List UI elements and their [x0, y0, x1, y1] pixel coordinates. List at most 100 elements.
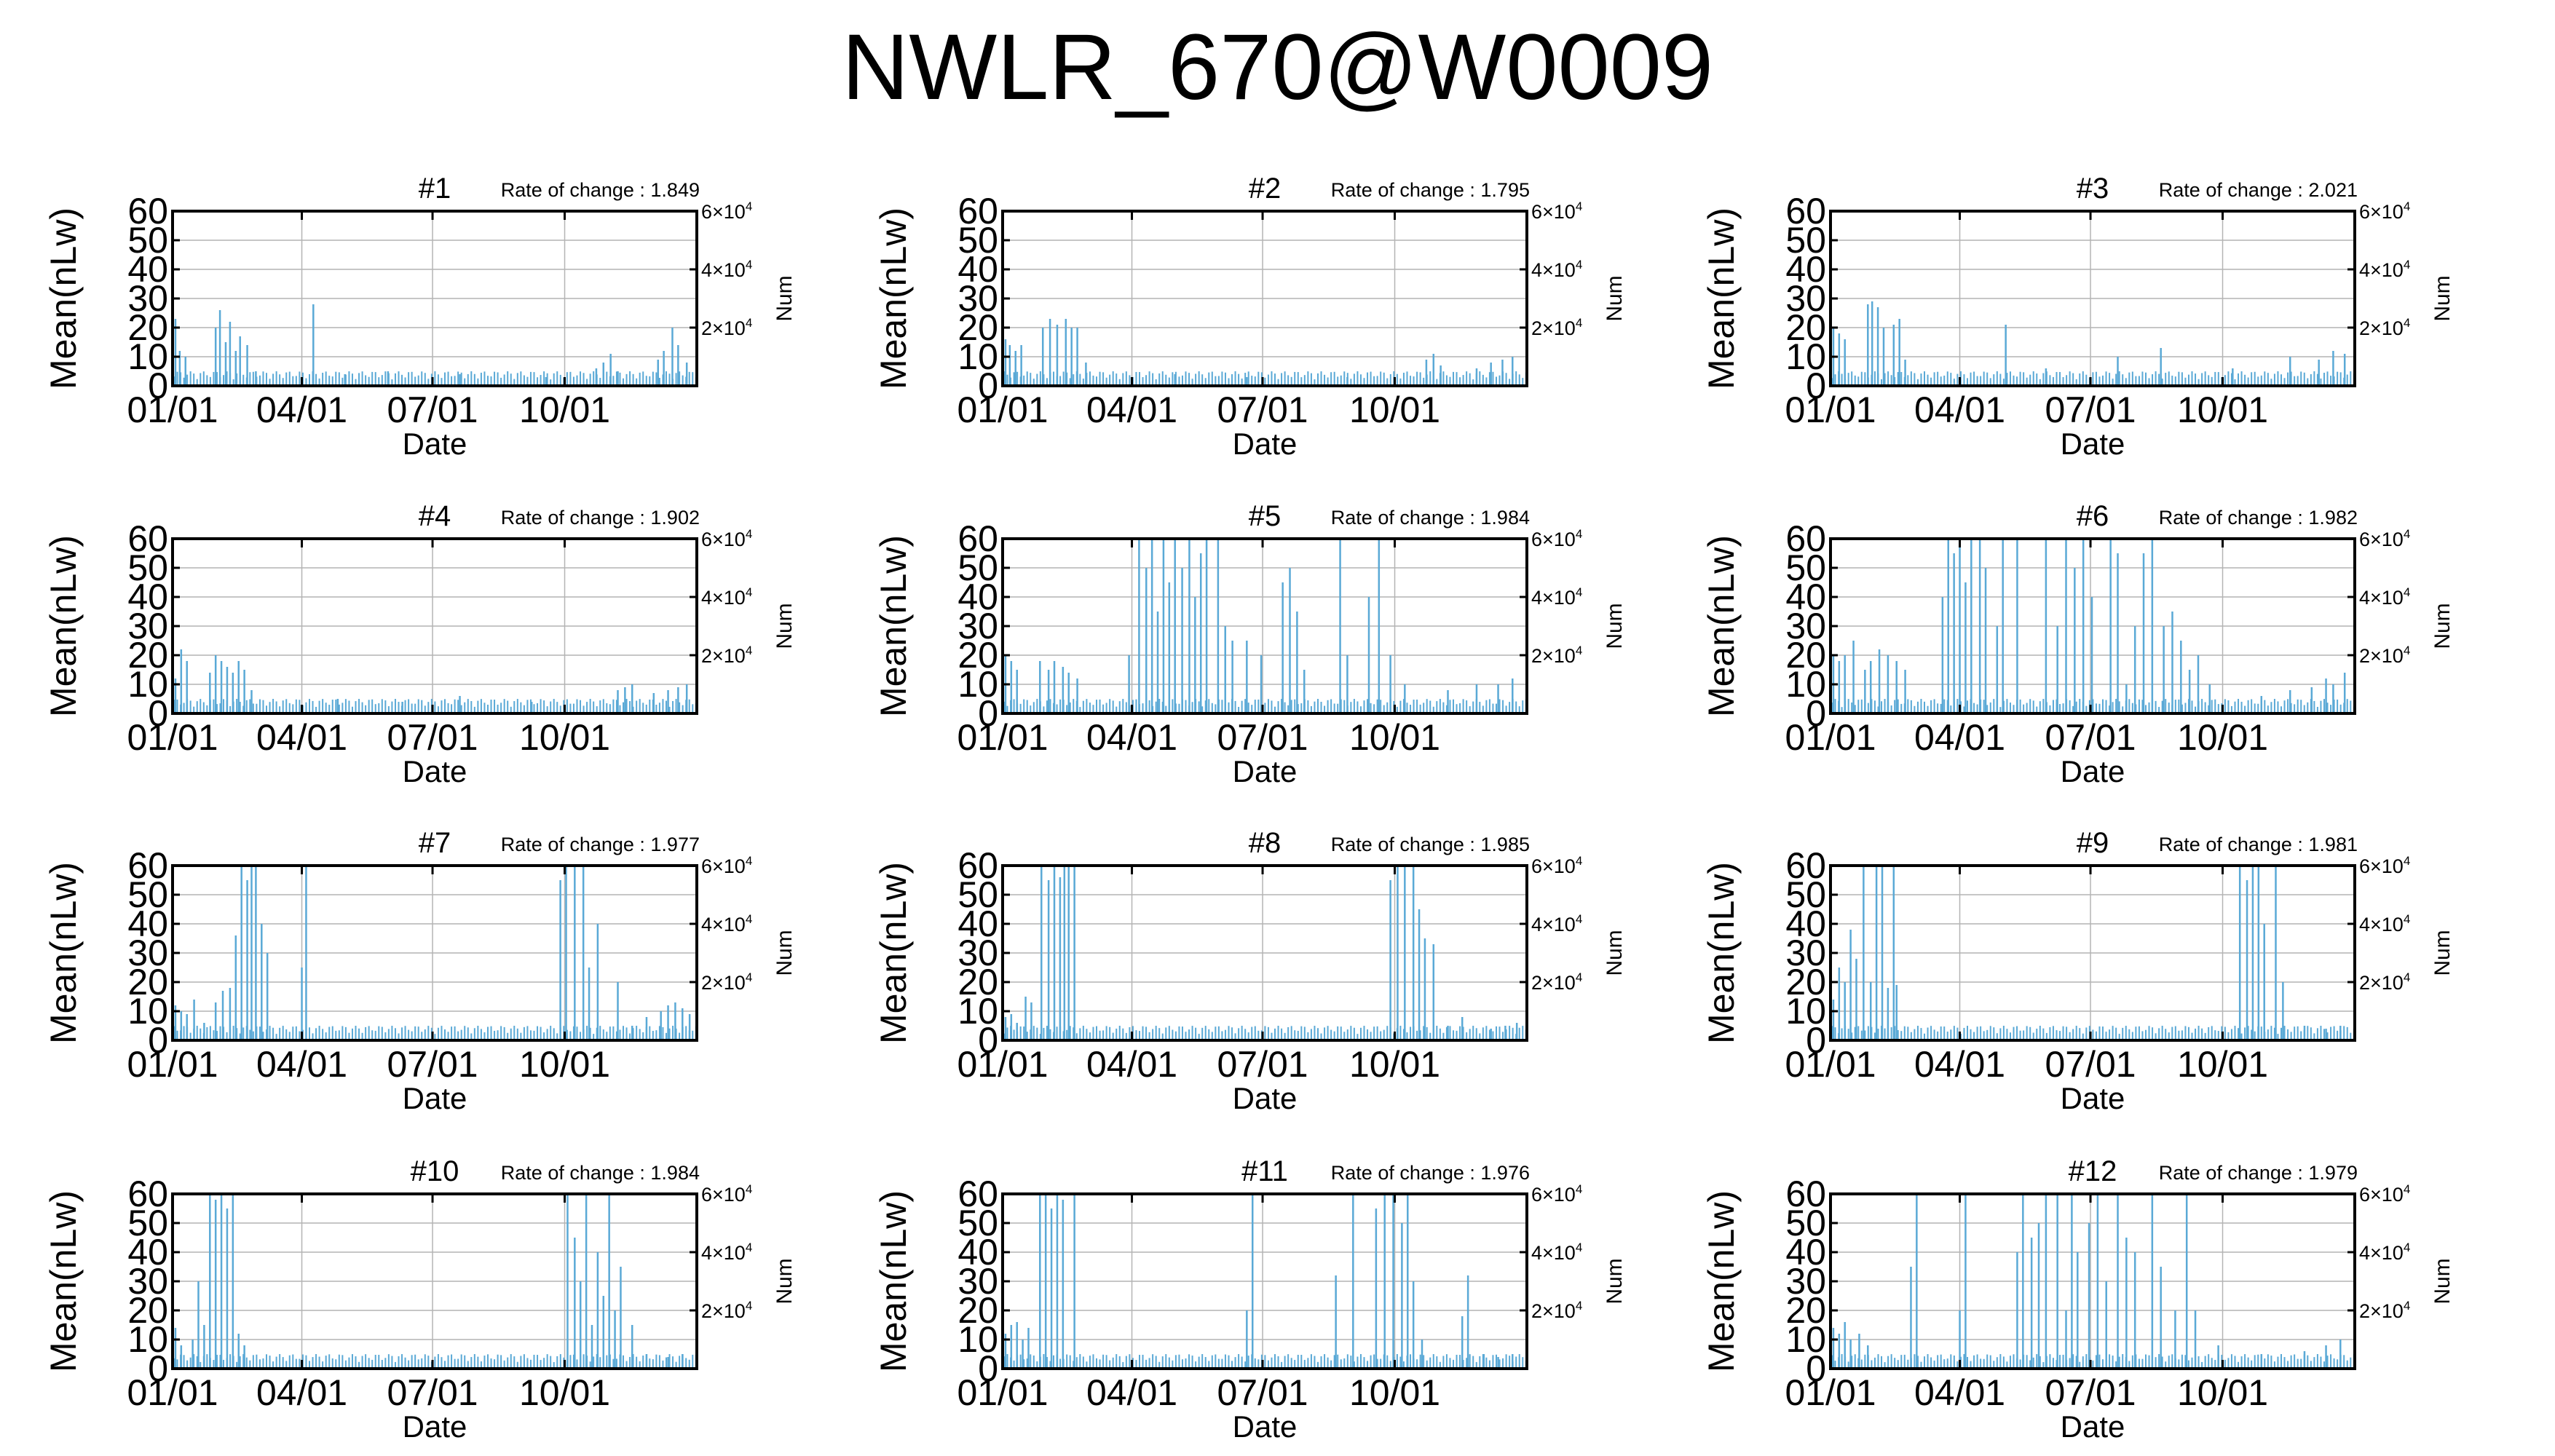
x-axis-title: Date [403, 754, 467, 788]
panel-title: #9 [2077, 827, 2109, 859]
x-tick-label: 07/01 [387, 1372, 478, 1413]
y-axis-title: Mean(nLw) [873, 207, 914, 389]
y-tick-label: 0 [978, 693, 998, 734]
y-tick-label: 30 [127, 1261, 168, 1302]
y-tick-label: 50 [1785, 220, 1826, 261]
y2-tick-exponent: 4 [746, 585, 752, 599]
y2-tick-base: 2×10 [2359, 1300, 2404, 1322]
y2-tick-base: 4×10 [2359, 259, 2404, 281]
y-tick-label: 40 [957, 1232, 998, 1273]
y-tick-label: 20 [1785, 635, 1826, 676]
y2-tick-base: 6×10 [701, 201, 746, 223]
y2-tick-label: 6×104 [1531, 527, 1582, 550]
rate-of-change: Rate of change : 1.979 [2159, 1162, 2358, 1184]
y-tick-label: 10 [957, 991, 998, 1032]
y2-tick-exponent: 4 [1576, 970, 1582, 984]
y2-tick-base: 6×10 [1531, 529, 1576, 550]
x-tick-label: 07/01 [1217, 389, 1308, 430]
y2-tick-label: 4×104 [701, 258, 752, 281]
y-tick-label: 30 [957, 606, 998, 646]
x-tick-label: 04/01 [1914, 389, 2005, 430]
y2-tick-base: 4×10 [1531, 259, 1576, 281]
rate-of-change: Rate of change : 1.849 [501, 179, 700, 201]
y-tick-label: 0 [978, 1020, 998, 1061]
x-axis-title: Date [403, 1409, 467, 1444]
y2-tick-exponent: 4 [746, 199, 752, 213]
y-tick-label: 40 [957, 903, 998, 944]
y-tick-label: 10 [127, 1319, 168, 1360]
y2-tick-label: 6×104 [701, 1182, 752, 1206]
y-tick-label: 0 [148, 693, 168, 734]
y-tick-label: 30 [127, 933, 168, 973]
y2-tick-exponent: 4 [1576, 527, 1582, 541]
x-tick-label: 01/01 [1785, 717, 1876, 758]
y2-axis-title: Num [1603, 930, 1627, 976]
y-tick-label: 40 [127, 903, 168, 944]
y-tick-label: 60 [1785, 518, 1826, 559]
x-tick-label: 01/01 [957, 389, 1048, 430]
y-tick-label: 0 [148, 1020, 168, 1061]
y2-tick-label: 6×104 [2359, 527, 2410, 550]
rate-of-change: Rate of change : 1.984 [501, 1162, 700, 1184]
y2-tick-exponent: 4 [746, 1241, 752, 1254]
y2-tick-label: 2×104 [2359, 644, 2410, 667]
x-tick-label: 04/01 [1914, 1044, 2005, 1085]
x-tick-label: 04/01 [1086, 389, 1177, 430]
y2-tick-exponent: 4 [746, 854, 752, 868]
y2-tick-label: 6×104 [701, 527, 752, 550]
y-tick-label: 10 [127, 664, 168, 705]
panel-title: #1 [419, 173, 451, 205]
panel-title: #3 [2077, 173, 2109, 205]
y2-axis-title: Num [1603, 603, 1627, 649]
x-tick-label: 04/01 [256, 1372, 347, 1413]
rate-of-change: Rate of change : 1.985 [1331, 834, 1530, 855]
y-tick-label: 10 [957, 664, 998, 705]
y-tick-label: 0 [1806, 1020, 1826, 1061]
x-tick-label: 10/01 [519, 717, 610, 758]
x-tick-label: 07/01 [1217, 717, 1308, 758]
x-tick-label: 10/01 [2177, 1044, 2268, 1085]
y-tick-label: 20 [1785, 307, 1826, 348]
y-tick-label: 50 [1785, 874, 1826, 915]
y2-tick-label: 6×104 [1531, 199, 1582, 223]
x-tick-label: 04/01 [1914, 1372, 2005, 1413]
y-tick-label: 20 [127, 635, 168, 676]
y-tick-label: 30 [957, 1261, 998, 1302]
y2-axis-title: Num [2430, 930, 2455, 976]
x-axis-title: Date [403, 1081, 467, 1115]
x-tick-label: 01/01 [957, 1044, 1048, 1085]
y2-tick-base: 4×10 [2359, 1242, 2404, 1264]
y2-tick-exponent: 4 [746, 527, 752, 541]
y-tick-label: 30 [957, 278, 998, 319]
y2-tick-base: 2×10 [1531, 645, 1576, 667]
y2-tick-base: 6×10 [2359, 529, 2404, 550]
y-axis-title: Mean(nLw) [1701, 535, 1742, 717]
y2-axis-title: Num [773, 275, 797, 321]
x-tick-label: 04/01 [1086, 717, 1177, 758]
y-tick-label: 50 [127, 1203, 168, 1243]
x-tick-label: 07/01 [2045, 1044, 2136, 1085]
y2-tick-label: 4×104 [2359, 258, 2410, 281]
y2-tick-label: 4×104 [1531, 258, 1582, 281]
x-axis-title: Date [1233, 754, 1298, 788]
y-tick-label: 50 [957, 874, 998, 915]
x-tick-label: 10/01 [1349, 1372, 1440, 1413]
y2-tick-base: 6×10 [701, 855, 746, 877]
y2-tick-label: 4×104 [2359, 585, 2410, 609]
x-tick-label: 04/01 [1914, 717, 2005, 758]
y2-tick-base: 6×10 [1531, 1184, 1576, 1206]
y2-tick-base: 4×10 [2359, 587, 2404, 609]
x-tick-label: 07/01 [1217, 1372, 1308, 1413]
y-tick-label: 20 [127, 962, 168, 1002]
y-tick-label: 40 [127, 1232, 168, 1273]
y2-tick-base: 4×10 [2359, 914, 2404, 935]
x-tick-label: 10/01 [2177, 717, 2268, 758]
rate-of-change: Rate of change : 2.021 [2159, 179, 2358, 201]
y-tick-label: 20 [957, 962, 998, 1002]
y-tick-label: 10 [1785, 664, 1826, 705]
